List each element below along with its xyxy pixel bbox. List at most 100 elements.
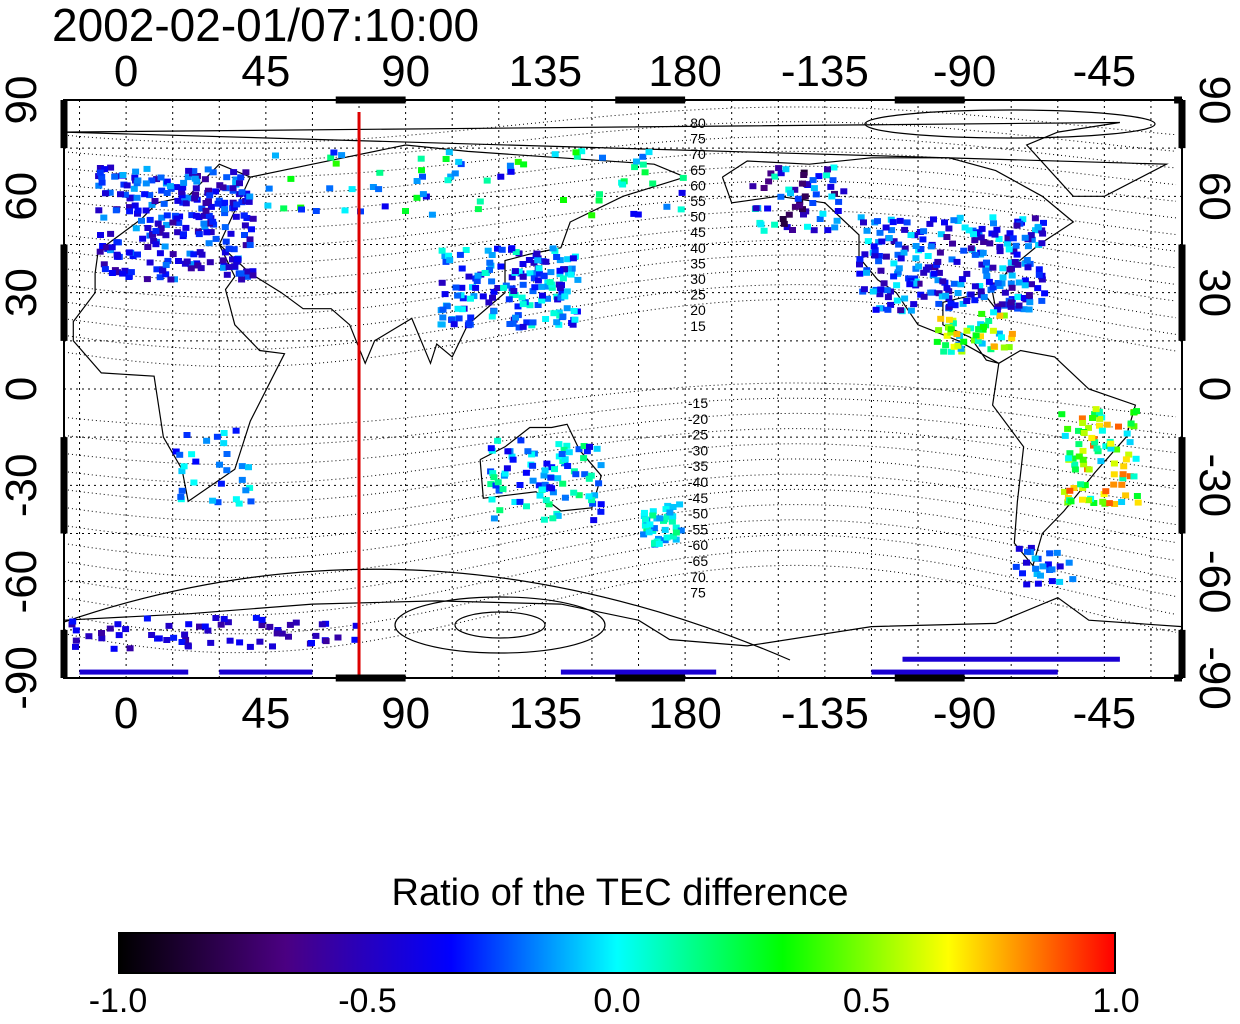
tec-cell xyxy=(664,502,672,509)
tec-cell xyxy=(588,212,596,219)
tec-cell xyxy=(960,338,968,345)
tec-cell xyxy=(542,258,550,265)
tec-cell xyxy=(983,273,991,280)
tec-cell xyxy=(561,456,569,463)
tec-cell xyxy=(264,202,272,209)
south-contour xyxy=(63,412,1177,466)
tec-cell xyxy=(238,476,246,483)
tec-cell xyxy=(547,269,555,276)
tec-cell xyxy=(511,499,519,505)
tec-cell xyxy=(1020,295,1028,301)
tec-cell xyxy=(496,507,504,514)
tec-cell xyxy=(819,210,827,217)
tec-cell xyxy=(542,316,550,322)
tec-cell xyxy=(1069,576,1077,583)
tec-cell xyxy=(148,177,156,184)
tec-cell xyxy=(1123,430,1131,437)
bottom-lon-tick-label: 0 xyxy=(114,689,138,738)
tec-cell xyxy=(456,251,464,258)
tec-cell xyxy=(895,241,903,248)
tec-cell xyxy=(439,306,447,313)
tec-cell xyxy=(106,189,114,196)
tec-cell xyxy=(1028,236,1036,243)
tec-cell xyxy=(791,186,799,193)
tec-cell xyxy=(930,270,938,277)
tec-cell xyxy=(1038,276,1046,283)
tec-cell xyxy=(467,295,474,302)
tec-cell xyxy=(499,486,507,493)
tec-cell xyxy=(1053,549,1061,556)
tec-cell xyxy=(110,645,118,652)
tec-cell xyxy=(945,316,953,323)
tec-cell xyxy=(146,192,154,199)
tec-cell xyxy=(1075,453,1083,460)
tec-cell xyxy=(507,168,515,175)
tec-cell xyxy=(141,191,149,198)
tec-cell xyxy=(322,638,330,645)
tec-cell xyxy=(219,184,227,191)
tec-cell xyxy=(998,301,1006,308)
tec-cell xyxy=(958,276,966,283)
tec-cell xyxy=(205,240,213,247)
south-contour xyxy=(63,397,1177,447)
top-lon-tick-label: -135 xyxy=(781,47,869,96)
tec-cell xyxy=(1066,487,1074,494)
tec-cell xyxy=(1008,272,1016,279)
tec-cell xyxy=(565,449,573,456)
tec-band xyxy=(79,669,189,675)
tec-cell xyxy=(486,259,494,266)
tec-cell xyxy=(103,244,111,251)
tec-cell xyxy=(1065,559,1073,566)
tec-cell xyxy=(833,217,841,224)
tec-cell xyxy=(249,215,257,222)
tec-cell xyxy=(1015,545,1023,552)
tec-cell xyxy=(490,474,498,481)
tec-cell xyxy=(570,489,578,496)
tec-cell xyxy=(479,293,487,300)
tec-cell xyxy=(115,632,123,639)
tec-cell xyxy=(107,164,115,171)
tec-cell xyxy=(953,331,961,338)
tec-cell xyxy=(876,291,884,298)
tec-cell xyxy=(619,181,627,188)
tec-cell xyxy=(888,227,896,234)
tec-cell xyxy=(142,180,150,187)
colorbar-title: Ratio of the TEC difference xyxy=(391,872,849,914)
tec-cell xyxy=(1044,561,1052,568)
tec-cell xyxy=(948,256,956,263)
south-contour xyxy=(63,428,1177,484)
tec-cell xyxy=(961,224,969,231)
tec-cell xyxy=(810,227,818,234)
tec-cell xyxy=(799,206,806,213)
tec-cell xyxy=(1019,570,1026,577)
tec-cell xyxy=(1066,450,1074,457)
tec-cell xyxy=(996,248,1004,255)
tec-cell xyxy=(1088,434,1096,441)
tec-cell xyxy=(926,220,934,227)
tec-cell xyxy=(1003,240,1011,247)
south-contour xyxy=(63,458,1177,522)
map-title: 2002-02-01/07:10:00 xyxy=(52,0,480,51)
tec-cell xyxy=(588,497,596,504)
tec-cell xyxy=(544,295,551,302)
tec-cell xyxy=(452,284,460,291)
tec-cell xyxy=(815,173,823,180)
tec-cell xyxy=(327,154,335,161)
tec-cell xyxy=(178,487,186,494)
tec-cell xyxy=(1009,235,1017,242)
tec-cell xyxy=(212,615,220,621)
tec-cell xyxy=(167,276,175,283)
north-pole-contour xyxy=(864,109,1156,139)
tec-cell xyxy=(941,219,948,226)
tec-cell xyxy=(117,191,124,198)
tec-cell xyxy=(1081,482,1089,489)
tec-cell xyxy=(98,635,106,642)
tec-cell xyxy=(757,221,765,228)
tec-cell xyxy=(1077,481,1085,488)
tec-cell xyxy=(1038,227,1046,234)
tec-cell xyxy=(1110,481,1118,488)
tec-cell xyxy=(591,492,599,499)
tec-cell xyxy=(943,332,951,339)
tec-cell xyxy=(516,498,524,505)
tec-cell xyxy=(419,173,426,180)
